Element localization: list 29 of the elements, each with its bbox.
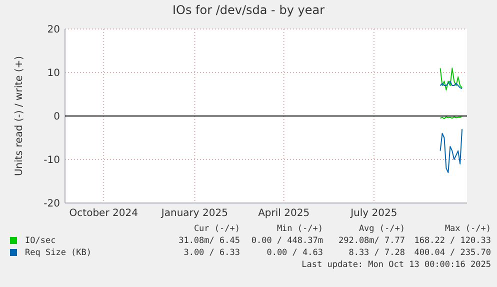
x-tick-label: October 2024: [69, 208, 138, 219]
y-tick-label: 20: [47, 24, 60, 36]
text: 3.00 / 6.33: [184, 248, 240, 258]
line-series: [440, 128, 463, 174]
text: 0.00 / 4.63: [266, 248, 323, 258]
text: Avg (-/+): [358, 224, 405, 234]
text: 31.08m/ 6.45: [178, 236, 240, 246]
line-series: [440, 68, 463, 90]
legend-label: Req Size (KB): [25, 248, 92, 258]
text: Min (-/+): [276, 224, 323, 234]
y-tick-label: -20: [44, 198, 60, 210]
text: 0.00 / 448.37m: [251, 236, 323, 246]
y-axis-title: Units read (-) / write (+): [14, 56, 25, 176]
text: Cur (-/+): [194, 224, 240, 234]
text: 168.22 / 120.33: [414, 236, 491, 246]
x-tick-label: July 2025: [350, 208, 398, 219]
x-tick-label: April 2025: [258, 208, 310, 219]
line-series: [440, 80, 463, 90]
y-tick-label: 10: [47, 68, 60, 79]
x-tick-label: January 2025: [160, 208, 228, 219]
y-tick-label: 0: [54, 112, 60, 122]
chart-title: IOs for /dev/sda - by year: [172, 3, 325, 17]
text: Last update: Mon Oct 13 00:00:16 2025: [302, 260, 491, 270]
legend-label: IO/sec: [25, 236, 56, 246]
text: 292.08m/ 7.77: [338, 236, 405, 246]
y-tick-label: -10: [44, 155, 60, 166]
text: Max (-/+): [444, 224, 491, 234]
text: 8.33 / 7.28: [348, 248, 405, 258]
text: 400.04 / 235.70: [414, 248, 491, 258]
